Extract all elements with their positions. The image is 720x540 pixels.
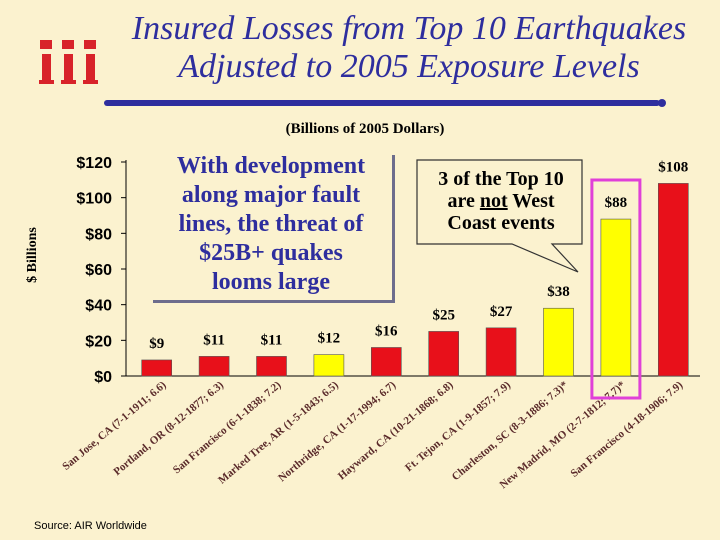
bar-value-label: $11 <box>261 332 283 348</box>
development-callout-line-1: With development <box>176 153 366 179</box>
west-coast-callout-are: are <box>447 190 480 212</box>
west-coast-callout-line-2: are not West <box>420 190 582 212</box>
bar <box>313 354 345 377</box>
development-callout-line-5: looms large <box>212 269 330 295</box>
bar-value-label: $16 <box>375 323 398 339</box>
west-coast-callout-line-1: 3 of the Top 10 <box>438 168 564 190</box>
highlight-box <box>590 178 642 400</box>
source-note: Source: AIR Worldwide <box>34 520 147 532</box>
bar-value-label: $108 <box>658 159 688 175</box>
x-tick-label: Northridge, CA (1-17-1994; 6.7) <box>276 379 398 484</box>
bar-value-label: $9 <box>149 336 164 352</box>
development-callout-line-3: lines, the threat of <box>178 211 364 237</box>
x-tick-label: Marked Tree, AR (1-5-1843; 6.5) <box>216 379 341 487</box>
chart-subtitle: (Billions of 2005 Dollars) <box>285 121 445 137</box>
development-callout-line-2: along major fault <box>181 182 361 208</box>
title-line-2: Adjusted to 2005 Exposure Levels <box>178 48 640 85</box>
y-tick-label: $80 <box>85 226 112 243</box>
bar-value-label: $11 <box>203 332 225 348</box>
bar-value-label: $12 <box>318 331 341 347</box>
bar <box>600 218 632 377</box>
west-coast-callout: 3 of the Top 10 are not West Coast event… <box>420 168 582 234</box>
x-tick-label: New Madrid, MO (2-7-1812; 7.7)* <box>497 379 628 491</box>
iii-logo-icon <box>39 40 98 84</box>
bar <box>657 183 689 377</box>
x-tick-label: San Francisco (4-18-1906; 7.9) <box>568 379 685 480</box>
bar <box>428 331 460 377</box>
title-underline <box>104 99 666 107</box>
bar <box>141 359 172 377</box>
y-tick-label: $0 <box>94 369 112 386</box>
x-tick-label: Hayward, CA (10-21-1868; 6.8) <box>336 379 456 482</box>
bar <box>485 327 517 377</box>
development-callout-line-4: $25B+ quakes <box>199 240 343 266</box>
west-coast-callout-not: not <box>479 190 508 212</box>
bar-value-label: $27 <box>490 304 513 320</box>
development-callout: With development along major fault lines… <box>150 152 392 300</box>
west-coast-callout-shape <box>416 159 583 273</box>
title-line-1: Insured Losses from Top 10 Earthquakes <box>131 10 687 47</box>
bar-value-label: $88 <box>605 195 628 211</box>
bar <box>543 307 574 377</box>
y-tick-label: $120 <box>76 155 112 172</box>
y-tick-label: $20 <box>85 333 112 350</box>
bar-value-label: $38 <box>547 284 570 300</box>
page-title: Insured Losses from Top 10 Earthquakes A… <box>104 10 714 86</box>
x-tick-label: Portland, OR (8-12-1877; 6.3) <box>111 379 226 478</box>
bar <box>256 356 287 377</box>
y-tick-label: $40 <box>85 298 112 315</box>
x-tick-label: San Jose, CA (7-1-1911; 6.6) <box>60 379 169 473</box>
west-coast-callout-west: West <box>507 190 555 212</box>
west-coast-callout-bubble <box>416 159 583 273</box>
bar <box>370 347 402 377</box>
x-tick-label: Ft. Tejon, CA (1-9-1857; 7.9) <box>403 379 513 474</box>
west-coast-callout-line-3: Coast events <box>447 212 555 234</box>
bar <box>198 356 230 377</box>
x-tick-label: Charleston, SC (8-3-1886; 7.3)* <box>450 379 571 483</box>
x-tick-label: San Francisco (6-1-1838; 7.2) <box>171 379 284 476</box>
y-tick-label: $60 <box>85 262 112 279</box>
y-tick-label: $100 <box>76 191 112 208</box>
bar-value-label: $25 <box>432 307 455 323</box>
